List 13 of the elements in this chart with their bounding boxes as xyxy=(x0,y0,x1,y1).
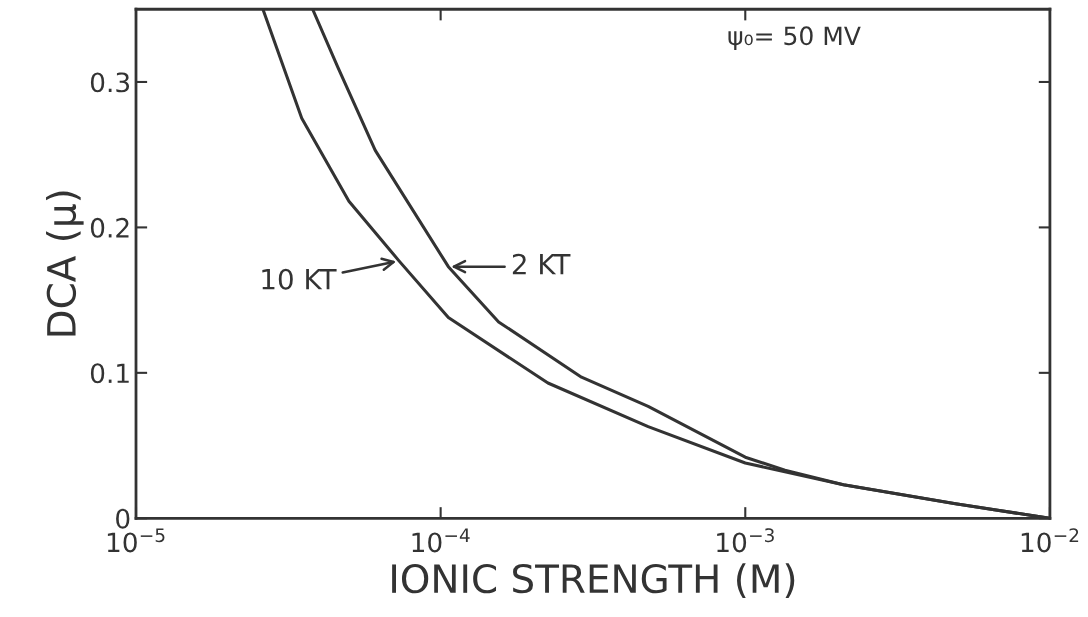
x-tick-label: 10$^{−4}$ xyxy=(412,528,470,553)
x-tick-label: 10$^{−3}$ xyxy=(717,528,774,553)
x-axis-title: IONIC STRENGTH (M) xyxy=(392,563,795,598)
y-tick-label: 0.2 xyxy=(90,217,129,238)
x-tick-label: 10$^{−5}$ xyxy=(107,528,165,553)
x-tick-label: 10$^{−2}$ xyxy=(1021,528,1079,553)
series-label: 10 KT xyxy=(262,268,337,290)
y-tick-label: 0.1 xyxy=(90,363,129,384)
y-tick-label: 0 xyxy=(116,508,130,529)
annotation: ψ₀= 50 MV xyxy=(728,26,861,51)
y-axis-title: DCA (μ) xyxy=(46,191,84,336)
legend-label: 2 KT xyxy=(512,253,571,275)
y-tick-label: 0.3 xyxy=(90,72,130,93)
